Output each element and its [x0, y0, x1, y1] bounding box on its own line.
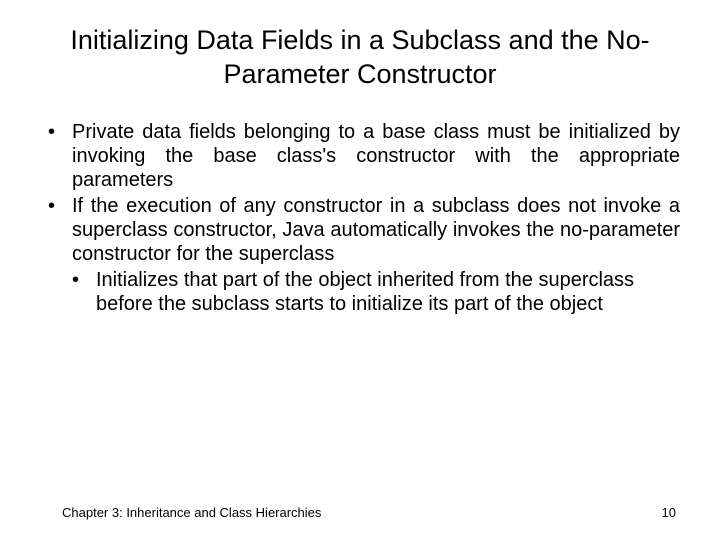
- sub-bullet-text: Initializes that part of the object inhe…: [96, 268, 680, 317]
- list-item: • Private data fields belonging to a bas…: [48, 120, 680, 193]
- list-item: • If the execution of any constructor in…: [48, 194, 680, 267]
- bullet-list: • Private data fields belonging to a bas…: [40, 120, 680, 317]
- footer-page-number: 10: [662, 505, 676, 520]
- bullet-text: Private data fields belonging to a base …: [72, 120, 680, 193]
- bullet-icon: •: [48, 194, 72, 267]
- bullet-icon: •: [48, 120, 72, 193]
- bullet-text: If the execution of any constructor in a…: [72, 194, 680, 267]
- bullet-icon: •: [72, 268, 96, 317]
- slide-footer: Chapter 3: Inheritance and Class Hierarc…: [0, 505, 720, 520]
- footer-chapter: Chapter 3: Inheritance and Class Hierarc…: [62, 505, 321, 520]
- slide-title: Initializing Data Fields in a Subclass a…: [40, 24, 680, 92]
- list-item: • Initializes that part of the object in…: [48, 268, 680, 317]
